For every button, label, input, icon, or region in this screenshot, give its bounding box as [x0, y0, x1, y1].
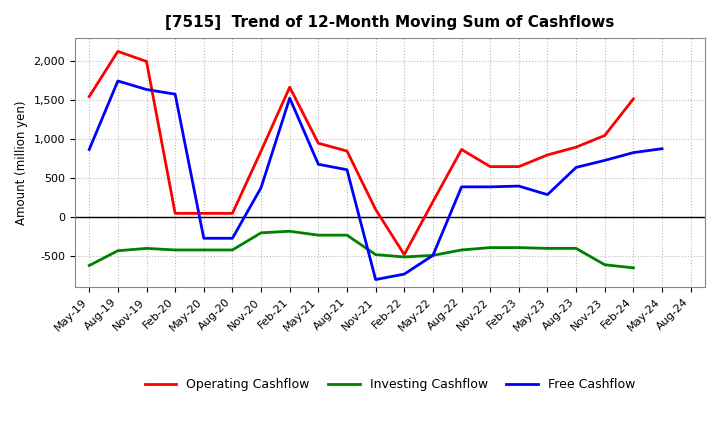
Free Cashflow	[486, 184, 495, 190]
Operating Cashflow	[428, 199, 437, 204]
Legend: Operating Cashflow, Investing Cashflow, Free Cashflow: Operating Cashflow, Investing Cashflow, …	[140, 373, 640, 396]
Free Cashflow	[114, 78, 122, 84]
Free Cashflow	[314, 161, 323, 167]
Free Cashflow	[457, 184, 466, 190]
Operating Cashflow	[486, 164, 495, 169]
Free Cashflow	[257, 185, 266, 190]
Investing Cashflow	[343, 232, 351, 238]
Investing Cashflow	[572, 246, 580, 251]
Free Cashflow	[428, 253, 437, 258]
Free Cashflow	[199, 236, 208, 241]
Investing Cashflow	[285, 229, 294, 234]
Free Cashflow	[285, 95, 294, 101]
Investing Cashflow	[257, 230, 266, 235]
Free Cashflow	[600, 158, 609, 163]
Operating Cashflow	[572, 144, 580, 150]
Free Cashflow	[572, 165, 580, 170]
Operating Cashflow	[85, 94, 94, 99]
Line: Investing Cashflow: Investing Cashflow	[89, 231, 634, 268]
Investing Cashflow	[400, 254, 408, 260]
Operating Cashflow	[372, 207, 380, 212]
Operating Cashflow	[314, 141, 323, 146]
Operating Cashflow	[285, 84, 294, 90]
Investing Cashflow	[600, 262, 609, 268]
Investing Cashflow	[114, 248, 122, 253]
Title: [7515]  Trend of 12-Month Moving Sum of Cashflows: [7515] Trend of 12-Month Moving Sum of C…	[166, 15, 615, 30]
Operating Cashflow	[600, 133, 609, 138]
Free Cashflow	[515, 183, 523, 189]
Y-axis label: Amount (million yen): Amount (million yen)	[15, 100, 28, 225]
Investing Cashflow	[629, 265, 638, 271]
Free Cashflow	[400, 271, 408, 277]
Free Cashflow	[657, 146, 666, 151]
Investing Cashflow	[428, 253, 437, 258]
Investing Cashflow	[199, 247, 208, 253]
Operating Cashflow	[171, 211, 179, 216]
Operating Cashflow	[457, 147, 466, 152]
Free Cashflow	[85, 147, 94, 152]
Investing Cashflow	[85, 263, 94, 268]
Operating Cashflow	[114, 49, 122, 54]
Investing Cashflow	[314, 232, 323, 238]
Investing Cashflow	[372, 252, 380, 257]
Investing Cashflow	[142, 246, 150, 251]
Free Cashflow	[171, 92, 179, 97]
Operating Cashflow	[142, 59, 150, 64]
Free Cashflow	[543, 192, 552, 197]
Investing Cashflow	[457, 247, 466, 253]
Free Cashflow	[629, 150, 638, 155]
Operating Cashflow	[343, 148, 351, 154]
Operating Cashflow	[228, 211, 237, 216]
Operating Cashflow	[515, 164, 523, 169]
Investing Cashflow	[171, 247, 179, 253]
Investing Cashflow	[543, 246, 552, 251]
Free Cashflow	[372, 277, 380, 282]
Investing Cashflow	[486, 245, 495, 250]
Free Cashflow	[142, 87, 150, 92]
Free Cashflow	[228, 236, 237, 241]
Investing Cashflow	[228, 247, 237, 253]
Operating Cashflow	[199, 211, 208, 216]
Investing Cashflow	[515, 245, 523, 250]
Operating Cashflow	[400, 252, 408, 257]
Operating Cashflow	[543, 152, 552, 158]
Free Cashflow	[343, 167, 351, 172]
Line: Free Cashflow: Free Cashflow	[89, 81, 662, 279]
Line: Operating Cashflow: Operating Cashflow	[89, 51, 634, 255]
Operating Cashflow	[257, 148, 266, 154]
Operating Cashflow	[629, 96, 638, 102]
